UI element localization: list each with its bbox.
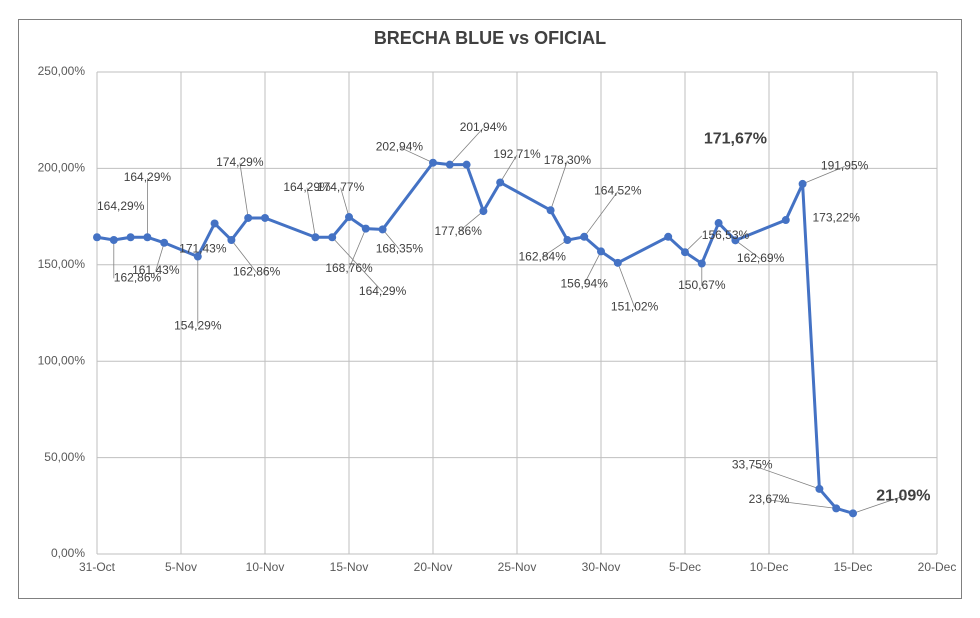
svg-text:178,30%: 178,30% <box>544 153 592 167</box>
svg-text:15-Dec: 15-Dec <box>834 560 873 574</box>
svg-text:25-Nov: 25-Nov <box>498 560 537 574</box>
svg-text:192,71%: 192,71% <box>493 147 541 161</box>
svg-text:10-Dec: 10-Dec <box>750 560 789 574</box>
svg-text:156,94%: 156,94% <box>561 276 609 290</box>
svg-text:20-Nov: 20-Nov <box>414 560 453 574</box>
svg-text:162,84%: 162,84% <box>519 249 567 263</box>
svg-text:164,29%: 164,29% <box>97 199 145 213</box>
svg-text:23,67%: 23,67% <box>749 492 790 506</box>
svg-text:164,29%: 164,29% <box>124 170 172 184</box>
svg-text:171,43%: 171,43% <box>179 242 227 256</box>
svg-text:150,00%: 150,00% <box>38 257 86 271</box>
svg-text:168,35%: 168,35% <box>376 242 424 256</box>
svg-text:201,94%: 201,94% <box>460 120 508 134</box>
svg-text:0,00%: 0,00% <box>51 546 85 560</box>
svg-text:162,69%: 162,69% <box>737 251 785 265</box>
svg-text:177,86%: 177,86% <box>435 224 483 238</box>
svg-text:5-Nov: 5-Nov <box>165 560 197 574</box>
svg-text:202,94%: 202,94% <box>376 139 424 153</box>
svg-text:162,86%: 162,86% <box>233 265 281 279</box>
svg-text:100,00%: 100,00% <box>38 353 86 367</box>
svg-text:191,95%: 191,95% <box>821 159 869 173</box>
svg-text:164,52%: 164,52% <box>594 184 642 198</box>
svg-text:5-Dec: 5-Dec <box>669 560 701 574</box>
svg-text:164,29%: 164,29% <box>359 284 407 298</box>
svg-text:21,09%: 21,09% <box>876 487 930 504</box>
svg-text:15-Nov: 15-Nov <box>330 560 369 574</box>
svg-text:31-Oct: 31-Oct <box>79 560 116 574</box>
svg-text:33,75%: 33,75% <box>732 457 773 471</box>
svg-text:161,43%: 161,43% <box>132 263 180 277</box>
svg-text:151,02%: 151,02% <box>611 299 659 313</box>
svg-text:30-Nov: 30-Nov <box>582 560 621 574</box>
svg-text:200,00%: 200,00% <box>38 161 86 175</box>
svg-text:171,67%: 171,67% <box>704 131 767 148</box>
chart-container: BRECHA BLUE vs OFICIAL 0,00%50,00%100,00… <box>18 19 962 599</box>
svg-text:10-Nov: 10-Nov <box>246 560 285 574</box>
svg-text:173,22%: 173,22% <box>813 211 861 225</box>
svg-text:150,67%: 150,67% <box>678 278 726 292</box>
svg-text:174,77%: 174,77% <box>317 180 365 194</box>
svg-text:250,00%: 250,00% <box>38 64 86 78</box>
chart-title: BRECHA BLUE vs OFICIAL <box>19 28 961 49</box>
svg-text:156,53%: 156,53% <box>702 228 750 242</box>
svg-text:174,29%: 174,29% <box>216 155 264 169</box>
line-chart: 0,00%50,00%100,00%150,00%200,00%250,00%3… <box>89 68 941 558</box>
plot-area: 0,00%50,00%100,00%150,00%200,00%250,00%3… <box>89 68 941 558</box>
svg-text:50,00%: 50,00% <box>44 450 85 464</box>
svg-text:20-Dec: 20-Dec <box>918 560 957 574</box>
svg-text:154,29%: 154,29% <box>174 319 222 333</box>
svg-text:168,76%: 168,76% <box>325 261 373 275</box>
